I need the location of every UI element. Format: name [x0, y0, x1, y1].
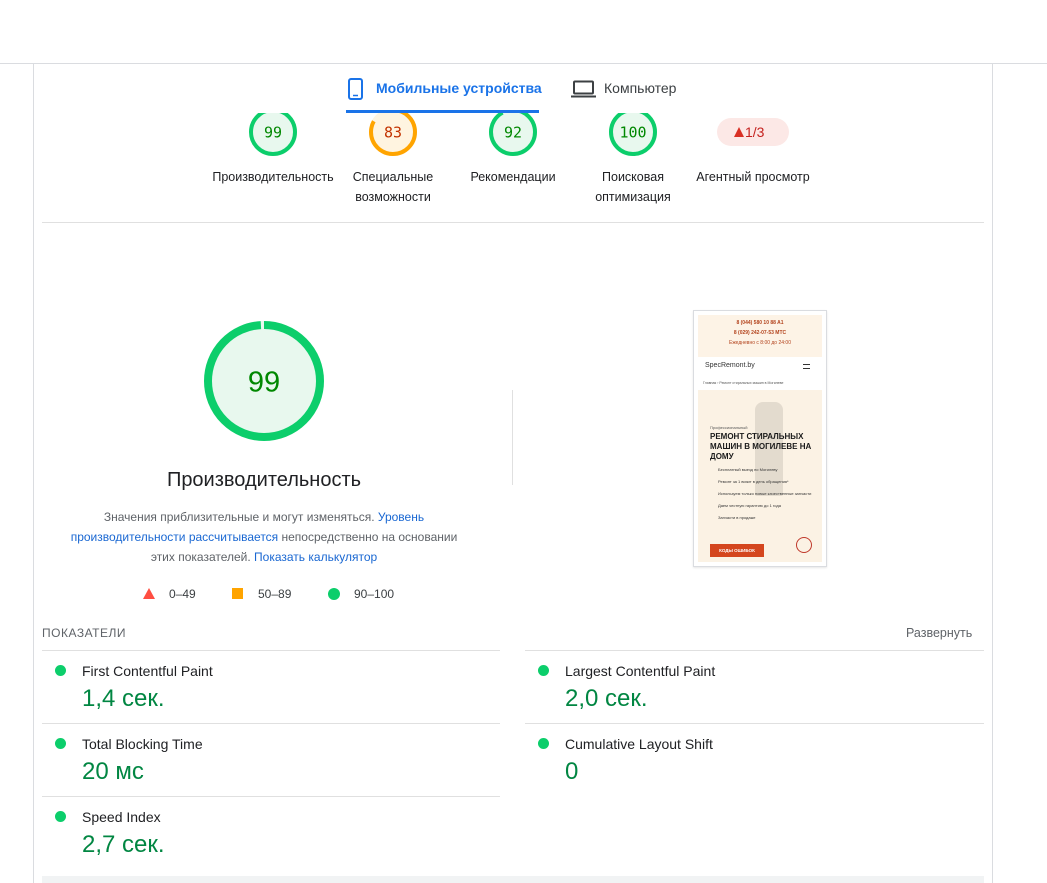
legend-icon — [232, 588, 243, 599]
category-label: Поисковая оптимизация — [595, 170, 671, 204]
category-gauge: 100 — [609, 108, 657, 156]
divider — [512, 390, 513, 485]
legend-label: 90–100 — [354, 587, 395, 601]
metric-name: Speed Index — [82, 809, 161, 825]
ss-button: КОДЫ ОШИБОК — [710, 544, 764, 557]
laptop-icon — [571, 80, 596, 98]
performance-title: Производительность — [166, 469, 362, 491]
ss-heading: РЕМОНТ СТИРАЛЬНЫХ МАШИН В МОГИЛЕВЕ НА ДО… — [710, 432, 812, 461]
metric-value: 2,0 сек. — [565, 685, 648, 712]
note-text: Значения приблизительные и могут изменят… — [103, 510, 378, 524]
ss-bullet: Бесплатный выезд по Могилеву — [718, 467, 778, 472]
note-text: непосредственно на основании этих показа… — [150, 530, 458, 564]
category-label: Рекомендации — [470, 170, 556, 184]
metrics-title: ПОКАЗАТЕЛИ — [42, 626, 126, 640]
ss-bullet: Используем только новые качественные зап… — [718, 491, 812, 496]
link[interactable]: Показать калькулятор — [254, 550, 378, 564]
ss-breadcrumb: Главная › Ремонт стиральных машин в Моги… — [703, 381, 784, 385]
category-label: Производительность — [212, 170, 334, 184]
category-label: Специальные возможности — [352, 170, 434, 204]
gauge-arc — [204, 321, 324, 441]
tab[interactable]: Компьютер — [604, 80, 677, 96]
score: 99 — [248, 366, 280, 398]
legend-label: 50–89 — [258, 587, 292, 601]
ss-image — [755, 402, 783, 496]
metric-value: 0 — [565, 758, 579, 785]
category-label: Агентный просмотр — [696, 170, 810, 184]
ss-call — [796, 537, 812, 553]
ss-phone: 8 (044) 580 10 88 A1 — [736, 320, 784, 326]
metric-name: Largest Contentful Paint — [565, 663, 716, 679]
category-gauge: 92 — [489, 108, 537, 156]
tab[interactable]: Мобильные устройства — [376, 80, 542, 96]
metric-divider — [525, 723, 984, 724]
ss-logo: SpecRemont.by — [705, 362, 755, 369]
metric-divider — [42, 723, 500, 724]
legend-icon — [143, 588, 155, 599]
metric-value: 2,7 сек. — [82, 831, 165, 858]
link[interactable]: Уровень производительности рассчитываетс… — [70, 510, 425, 544]
metric-name: First Contentful Paint — [82, 663, 213, 679]
badge-text: 1/3 — [745, 124, 765, 140]
expand-link[interactable]: Развернуть — [906, 626, 973, 640]
metric-value: 20 мс — [82, 758, 144, 785]
metric-dot — [55, 665, 66, 676]
badge — [717, 118, 789, 146]
ss-bullet: Ремонт за 1 визит в день обращения* — [718, 479, 789, 484]
ss-menu — [803, 364, 810, 369]
metric-value: 1,4 сек. — [82, 685, 165, 712]
score: 100 — [619, 123, 646, 141]
category-gauge: 99 — [249, 108, 297, 156]
divider — [42, 222, 984, 223]
report-card — [33, 64, 993, 883]
ss-bullet: Запчасти в продаже — [718, 515, 756, 520]
performance-gauge: 99 — [204, 321, 324, 441]
screenshot-top — [698, 315, 822, 357]
legend-icon — [328, 588, 340, 600]
metric-dot — [538, 738, 549, 749]
score: 83 — [384, 123, 402, 141]
note: Значения приблизительные и могут изменят… — [64, 507, 464, 567]
top-bar — [0, 0, 1047, 64]
footer-bar — [42, 876, 984, 883]
tab-underline — [346, 110, 539, 113]
category-gauge: 83 — [369, 108, 417, 156]
metric-dot — [55, 811, 66, 822]
metric-divider — [525, 650, 984, 651]
phone-icon — [348, 78, 363, 100]
metric-dot — [55, 738, 66, 749]
metric-divider — [42, 650, 500, 651]
legend-label: 0–49 — [169, 587, 196, 601]
metric-dot — [538, 665, 549, 676]
ss-hours: Ежедневно с 8:00 до 24:00 — [728, 340, 791, 346]
tab-bar — [34, 65, 992, 113]
metric-name: Total Blocking Time — [82, 736, 203, 752]
metric-name: Cumulative Layout Shift — [565, 736, 713, 752]
ss-phone: 8 (029) 242-07-53 МТС — [733, 330, 787, 336]
ss-bullet: Даем честную гарантию до 1 года — [718, 503, 781, 508]
score: 92 — [504, 123, 522, 141]
metric-divider — [42, 796, 500, 797]
fail-icon — [734, 127, 744, 137]
score: 99 — [264, 123, 282, 141]
ss-kicker: Профессиональный — [710, 425, 748, 430]
